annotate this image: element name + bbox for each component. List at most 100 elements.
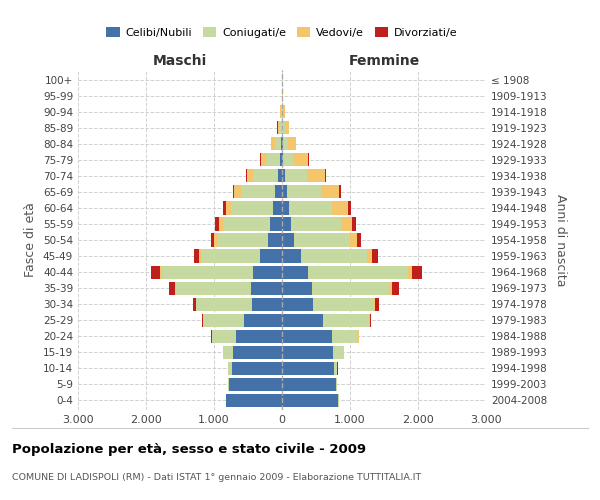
Bar — [151, 266, 160, 278]
Bar — [282, 298, 313, 310]
Bar — [301, 250, 367, 262]
Bar — [370, 314, 371, 327]
Bar — [283, 105, 284, 118]
Bar — [390, 282, 392, 294]
Bar — [332, 330, 358, 343]
Bar — [228, 378, 229, 391]
Bar — [332, 202, 348, 214]
Bar — [282, 218, 291, 230]
Bar — [203, 314, 244, 327]
Bar — [312, 282, 390, 294]
Bar — [283, 137, 288, 150]
Bar — [199, 250, 201, 262]
Bar — [409, 266, 412, 278]
Bar — [280, 153, 282, 166]
Bar — [233, 186, 235, 198]
Bar — [352, 218, 356, 230]
Bar — [245, 170, 247, 182]
Bar — [334, 362, 337, 375]
Bar — [202, 314, 203, 327]
Bar — [244, 314, 282, 327]
Bar — [281, 137, 282, 150]
Bar — [223, 346, 233, 359]
Y-axis label: Fasce di età: Fasce di età — [25, 202, 37, 278]
Bar — [307, 170, 325, 182]
Bar — [193, 298, 196, 310]
Bar — [294, 234, 350, 246]
Bar — [323, 314, 369, 327]
Bar — [196, 298, 252, 310]
Bar — [333, 346, 344, 359]
Bar — [282, 202, 289, 214]
Text: COMUNE DI LADISPOLI (RM) - Dati ISTAT 1° gennaio 2009 - Elaborazione TUTTITALIA.: COMUNE DI LADISPOLI (RM) - Dati ISTAT 1°… — [12, 472, 421, 482]
Bar — [175, 282, 176, 294]
Bar — [278, 121, 279, 134]
Bar — [266, 153, 280, 166]
Bar — [231, 202, 273, 214]
Bar — [282, 282, 312, 294]
Bar — [275, 137, 281, 150]
Bar — [348, 202, 352, 214]
Bar — [282, 314, 323, 327]
Bar — [282, 105, 283, 118]
Bar — [282, 186, 287, 198]
Y-axis label: Anni di nascita: Anni di nascita — [554, 194, 567, 286]
Bar — [161, 266, 253, 278]
Bar — [374, 298, 375, 310]
Bar — [283, 121, 285, 134]
Bar — [282, 153, 283, 166]
Bar — [176, 282, 251, 294]
Bar — [160, 266, 161, 278]
Text: Femmine: Femmine — [349, 54, 419, 68]
Bar — [217, 234, 268, 246]
Bar — [211, 234, 214, 246]
Bar — [233, 346, 282, 359]
Bar — [228, 362, 232, 375]
Bar — [169, 282, 175, 294]
Bar — [285, 170, 307, 182]
Bar — [282, 362, 334, 375]
Bar — [367, 250, 372, 262]
Bar — [282, 378, 336, 391]
Bar — [226, 394, 282, 407]
Bar — [223, 218, 271, 230]
Bar — [294, 153, 308, 166]
Bar — [201, 250, 260, 262]
Bar — [339, 186, 341, 198]
Text: Maschi: Maschi — [153, 54, 207, 68]
Bar — [375, 298, 379, 310]
Bar — [271, 218, 282, 230]
Bar — [372, 250, 378, 262]
Bar — [253, 170, 278, 182]
Bar — [282, 234, 294, 246]
Bar — [288, 137, 296, 150]
Bar — [223, 202, 226, 214]
Text: Popolazione per età, sesso e stato civile - 2009: Popolazione per età, sesso e stato civil… — [12, 442, 366, 456]
Bar — [275, 186, 282, 198]
Bar — [282, 346, 333, 359]
Legend: Celibi/Nubili, Coniugati/e, Vedovi/e, Divorziati/e: Celibi/Nubili, Coniugati/e, Vedovi/e, Di… — [102, 23, 462, 42]
Bar — [350, 234, 357, 246]
Bar — [278, 170, 282, 182]
Bar — [282, 170, 285, 182]
Bar — [212, 330, 236, 343]
Bar — [282, 394, 338, 407]
Bar — [241, 186, 275, 198]
Bar — [308, 266, 409, 278]
Bar — [285, 121, 289, 134]
Bar — [214, 234, 217, 246]
Bar — [279, 121, 281, 134]
Bar — [336, 378, 337, 391]
Bar — [271, 137, 275, 150]
Bar — [341, 218, 352, 230]
Bar — [194, 250, 199, 262]
Bar — [283, 153, 294, 166]
Bar — [287, 186, 321, 198]
Bar — [357, 234, 361, 246]
Bar — [236, 330, 282, 343]
Bar — [282, 250, 301, 262]
Bar — [321, 186, 339, 198]
Bar — [273, 202, 282, 214]
Bar — [247, 170, 253, 182]
Bar — [268, 234, 282, 246]
